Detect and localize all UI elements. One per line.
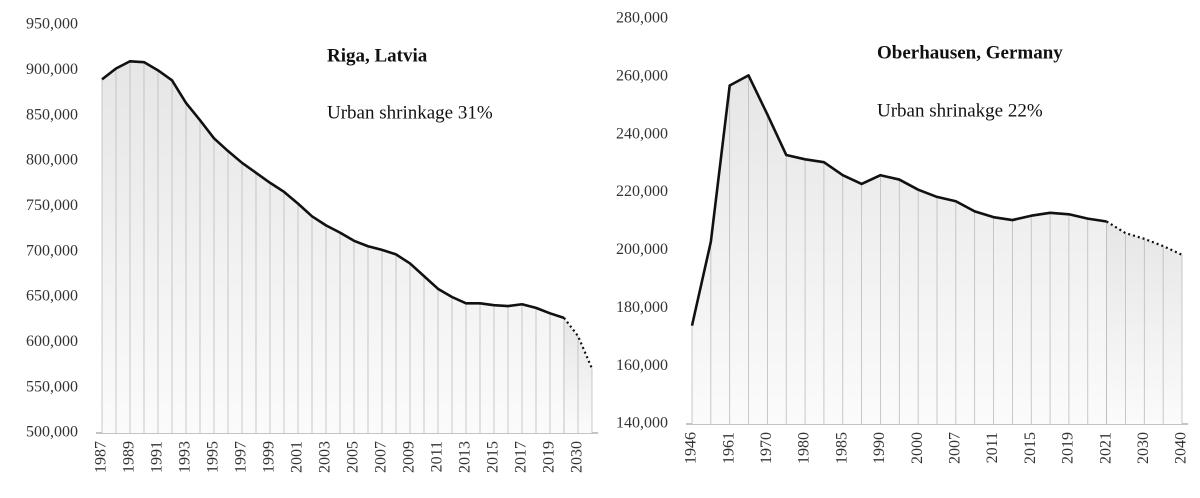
- x-tick-label: 1999: [261, 441, 278, 473]
- x-tick-label: 2017: [513, 441, 530, 473]
- y-tick-label: 220,000: [616, 183, 668, 200]
- y-tick-label: 900,000: [26, 61, 78, 78]
- y-tick-label: 260,000: [616, 68, 668, 85]
- y-tick-label: 950,000: [26, 16, 78, 33]
- x-tick-label: 2003: [317, 441, 334, 473]
- x-tick-label: 2009: [401, 441, 418, 473]
- x-tick-label: 2007: [947, 432, 964, 464]
- x-tick-label: 1995: [205, 441, 222, 473]
- x-tick-label: 2005: [345, 441, 362, 473]
- line: [1106, 220, 1183, 256]
- line: [101, 59, 565, 320]
- x-tick-label: 1987: [93, 441, 110, 473]
- area: [102, 61, 564, 434]
- y-tick-label: 650,000: [26, 288, 78, 305]
- y-tick-label: 750,000: [26, 197, 78, 214]
- x-tick-label: 2011: [429, 441, 446, 472]
- x-tick-label: 2015: [485, 441, 502, 473]
- y-tick-label: 160,000: [616, 357, 668, 374]
- y-tick-label: 550,000: [26, 378, 78, 395]
- y-tick-label: 140,000: [616, 415, 668, 432]
- y-tick-label: 240,000: [616, 125, 668, 142]
- x-tick-label: 2013: [457, 441, 474, 473]
- x-tick-label: 1989: [121, 441, 138, 473]
- x-tick-label: 2007: [373, 441, 390, 473]
- x-tick-label: 2030: [1135, 432, 1152, 464]
- x-tick-label: 1993: [177, 441, 194, 473]
- y-tick-label: 280,000: [616, 10, 668, 27]
- chart-title: Riga, Latvia: [327, 45, 428, 66]
- x-tick-label: 2019: [541, 441, 558, 473]
- y-tick-label: 700,000: [26, 242, 78, 259]
- chart-title: Oberhausen, Germany: [877, 42, 1063, 63]
- annotation: Urban shrinakge 22%: [877, 100, 1043, 121]
- x-tick-label: 1997: [233, 441, 250, 473]
- y-tick-label: 500,000: [26, 424, 78, 441]
- x-tick-label: 1990: [871, 432, 888, 464]
- line: [690, 74, 1107, 326]
- x-tick-label: 2001: [289, 441, 306, 473]
- x-tick-label: 2011: [984, 432, 1001, 463]
- y-tick-label: 850,000: [26, 106, 78, 123]
- x-tick-label: 2019: [1060, 432, 1077, 464]
- x-tick-label: 2015: [1022, 432, 1039, 464]
- x-tick-label: 2000: [909, 432, 926, 464]
- x-tick-label: 1946: [683, 432, 700, 464]
- x-tick-label: 1980: [796, 432, 813, 464]
- x-tick-label: 1970: [758, 432, 775, 464]
- x-tick-label: 1985: [833, 432, 850, 464]
- x-tick-label: 1961: [720, 432, 737, 464]
- x-tick-label: 1991: [149, 441, 166, 473]
- y-tick-label: 200,000: [616, 241, 668, 258]
- x-tick-label: 2030: [569, 441, 586, 473]
- y-tick-label: 800,000: [26, 152, 78, 169]
- x-tick-label: 2040: [1173, 432, 1190, 464]
- line: [563, 317, 594, 370]
- y-tick-label: 600,000: [26, 333, 78, 350]
- annotation: Urban shrinkage 31%: [327, 102, 493, 123]
- x-tick-label: 2021: [1097, 432, 1114, 464]
- y-tick-label: 180,000: [616, 299, 668, 316]
